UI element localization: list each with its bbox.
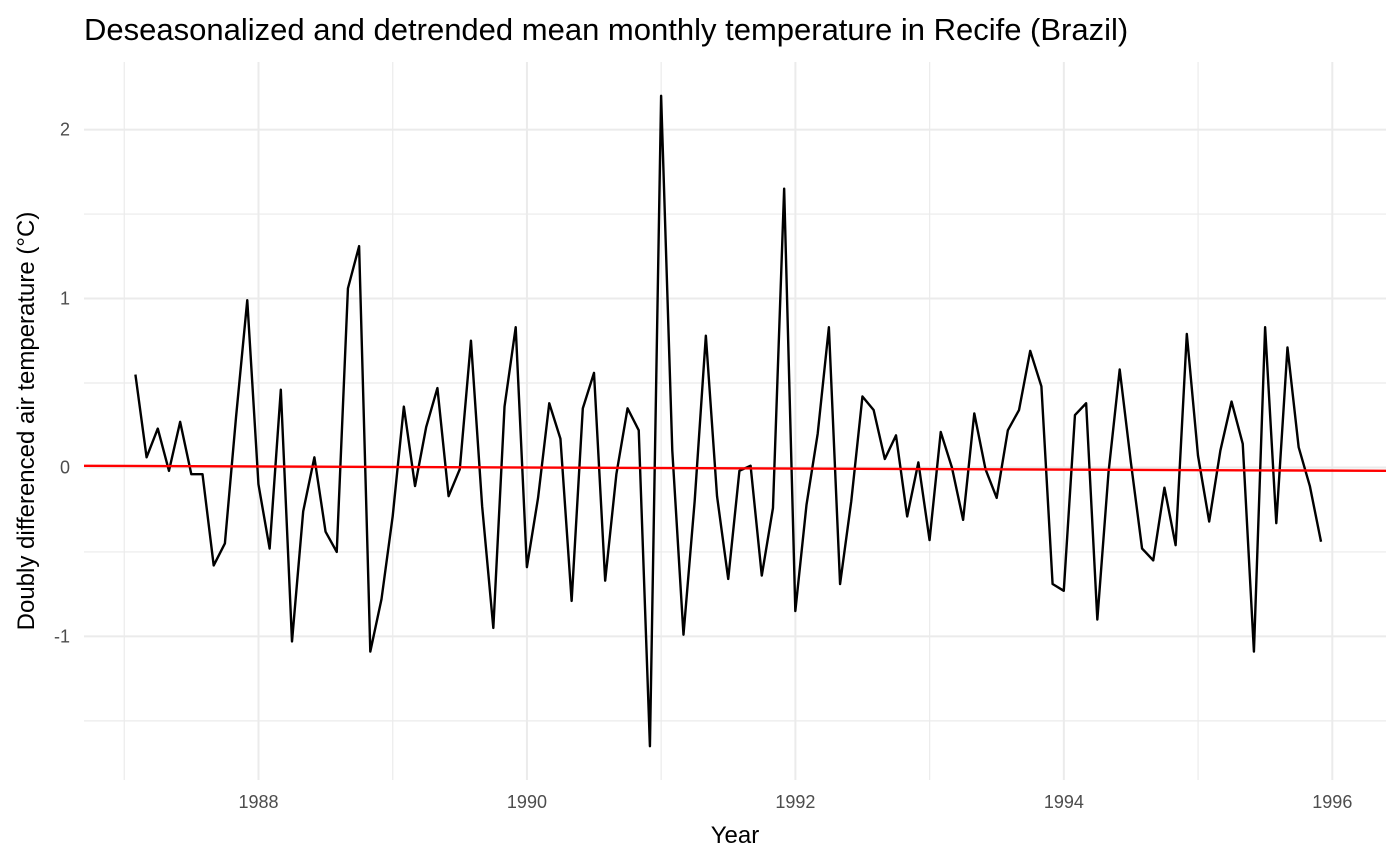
x-tick-label: 1994 [1044,792,1084,812]
y-tick-label: 0 [60,457,70,477]
x-tick-label: 1990 [507,792,547,812]
y-axis-title: Doubly differenced air temperature (°C) [13,212,40,631]
series-line [134,94,1323,748]
trend-line [83,464,1387,473]
y-tick-label: 2 [60,120,70,140]
grid [84,62,1386,780]
x-tick-label: 1988 [238,792,278,812]
chart-title: Deseasonalized and detrended mean monthl… [84,12,1128,47]
plot-area [83,94,1387,748]
y-tick-label: 1 [60,289,70,309]
y-tick-labels: -1 0 1 2 [54,120,70,647]
x-tick-label: 1996 [1312,792,1352,812]
x-tick-label: 1992 [775,792,815,812]
y-tick-label: -1 [54,626,70,646]
x-tick-labels: 1988 1990 1992 1994 1996 [238,792,1352,812]
x-axis-title: Year [711,822,760,849]
